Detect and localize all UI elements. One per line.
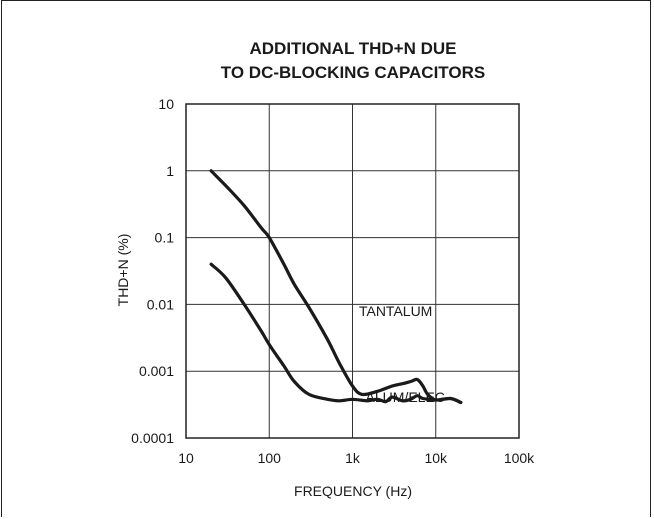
annotation-label: ALUM/ELEC xyxy=(366,389,445,405)
y-tick-label: 10 xyxy=(158,96,174,112)
x-tick-label: 1k xyxy=(345,450,361,466)
y-axis-label: THD+N (%) xyxy=(115,234,131,307)
y-tick-label: 0.1 xyxy=(155,230,175,246)
y-tick-label: 0.0001 xyxy=(131,430,174,446)
y-tick-label: 0.001 xyxy=(139,363,174,379)
series-line-alum-elec xyxy=(211,264,461,402)
x-tick-label: 10k xyxy=(424,450,448,466)
y-tick-label: 0.01 xyxy=(147,296,174,312)
series-line-tantalum xyxy=(211,171,461,403)
x-axis-label: FREQUENCY (Hz) xyxy=(294,483,412,499)
x-tick-label: 100k xyxy=(504,450,535,466)
x-tick-label: 100 xyxy=(258,450,282,466)
plot-area: 10 100 1k 10k 100k 10 1 0.1 0.01 0.001 0.0001 TANTA… xyxy=(131,96,535,466)
annotation-label: TANTALUM xyxy=(359,303,432,319)
chart-title-line-2: TO DC-BLOCKING CAPACITORS xyxy=(221,63,485,82)
x-tick-label: 10 xyxy=(178,450,194,466)
y-tick-label: 1 xyxy=(166,163,174,179)
chart-title-line-1: ADDITIONAL THD+N DUE xyxy=(250,39,457,58)
